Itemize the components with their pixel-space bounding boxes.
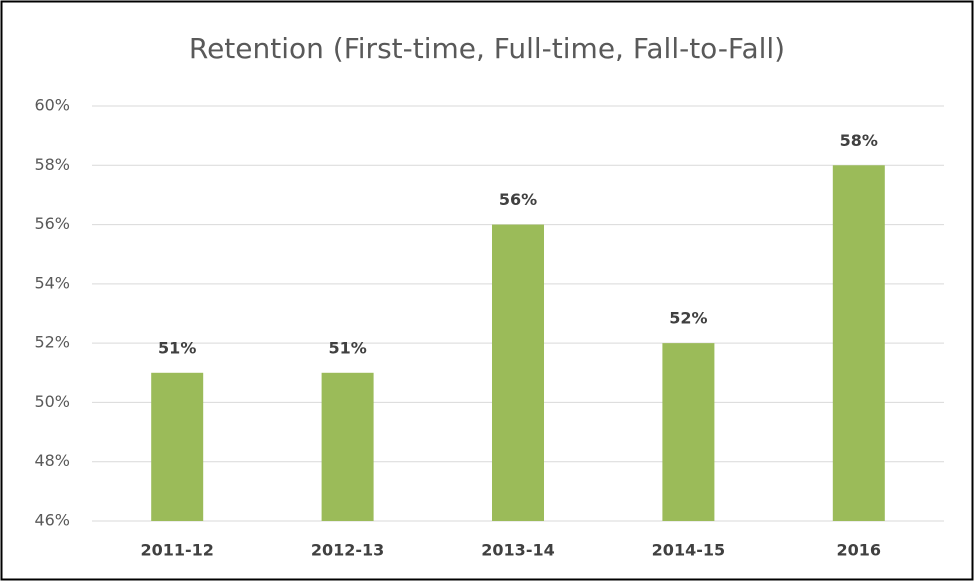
x-tick-label: 2011-12 [140,541,213,560]
data-label: 52% [669,309,707,328]
data-label: 58% [840,131,878,150]
bar [832,165,885,522]
bar [151,372,204,521]
x-tick-label: 2013-14 [481,541,554,560]
x-tick-label: 2012-13 [311,541,384,560]
y-tick-label: 48% [34,451,70,470]
y-tick-label: 54% [34,273,70,292]
y-tick-label: 52% [34,333,70,352]
x-tick-label: 2016 [837,541,882,560]
data-label: 51% [328,338,366,357]
y-tick-label: 46% [34,511,70,530]
bar [662,343,715,521]
chart-title: Retention (First-time, Full-time, Fall-t… [189,32,785,65]
y-tick-label: 60% [34,96,70,115]
data-label: 51% [158,338,196,357]
y-tick-label: 50% [34,392,70,411]
data-label: 56% [499,190,537,209]
x-tick-label: 2014-15 [652,541,725,560]
bar [492,224,544,522]
y-tick-label: 56% [34,214,70,233]
bar [321,372,374,521]
y-tick-label: 58% [34,155,70,174]
